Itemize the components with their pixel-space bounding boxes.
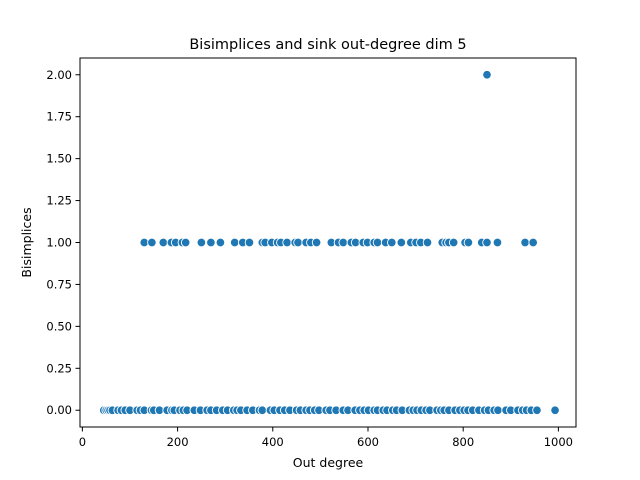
- chart-title: Bisimplices and sink out-degree dim 5: [189, 37, 466, 53]
- data-point-140: [532, 405, 542, 415]
- data-point-19: [282, 237, 292, 248]
- data-point-46: [463, 237, 474, 248]
- x-tick-label: 800: [452, 435, 474, 449]
- x-tick-label: 400: [262, 435, 284, 449]
- y-tick-label: 1.00: [46, 236, 72, 250]
- data-point-51: [528, 237, 538, 248]
- data-point-3: [158, 237, 169, 248]
- y-tick-label: 0.50: [46, 319, 72, 333]
- data-points: [99, 70, 560, 415]
- data-point-50: [520, 237, 530, 248]
- y-axis-label: Bisimplices: [19, 207, 34, 277]
- y-tick-label: 1.25: [46, 194, 72, 208]
- data-point-35: [387, 237, 397, 248]
- y-tick-label: 0.75: [46, 277, 72, 291]
- data-point-141: [550, 405, 560, 415]
- x-axis-ticks: 0 200 400 600 800 1000: [79, 427, 573, 449]
- x-tick-label: 1000: [544, 435, 573, 449]
- data-point-33: [372, 237, 383, 248]
- x-tick-label: 0: [79, 435, 86, 449]
- y-tick-label: 1.75: [46, 110, 72, 124]
- data-point-86: [257, 405, 268, 415]
- y-tick-label: 1.50: [46, 152, 72, 166]
- data-point-10: [215, 237, 226, 248]
- data-point-133: [493, 405, 503, 415]
- data-point-40: [422, 237, 433, 248]
- y-tick-label: 2.00: [46, 68, 72, 82]
- y-tick-label: 0.00: [46, 403, 72, 417]
- data-point-0: [482, 70, 492, 80]
- x-tick-label: 200: [167, 435, 189, 449]
- plot-frame: [79, 57, 577, 428]
- x-tick-label: 600: [357, 435, 379, 449]
- data-point-11: [229, 237, 240, 248]
- data-point-21: [293, 237, 303, 248]
- data-point-49: [492, 237, 503, 248]
- data-point-36: [396, 237, 407, 248]
- data-point-7: [180, 237, 191, 248]
- y-axis-ticks: 0.00 0.25 0.50 0.75 1.00 1.25 1.50 1.75 2.00: [46, 68, 80, 417]
- data-point-24: [311, 237, 322, 248]
- data-point-9: [206, 237, 216, 248]
- x-axis-label: Out degree: [293, 455, 364, 470]
- y-tick-label: 0.25: [46, 361, 72, 375]
- data-point-27: [338, 237, 348, 248]
- data-point-8: [196, 237, 207, 248]
- data-point-2: [147, 237, 157, 248]
- data-point-44: [448, 237, 459, 248]
- data-point-13: [244, 237, 255, 248]
- data-point-48: [482, 237, 492, 248]
